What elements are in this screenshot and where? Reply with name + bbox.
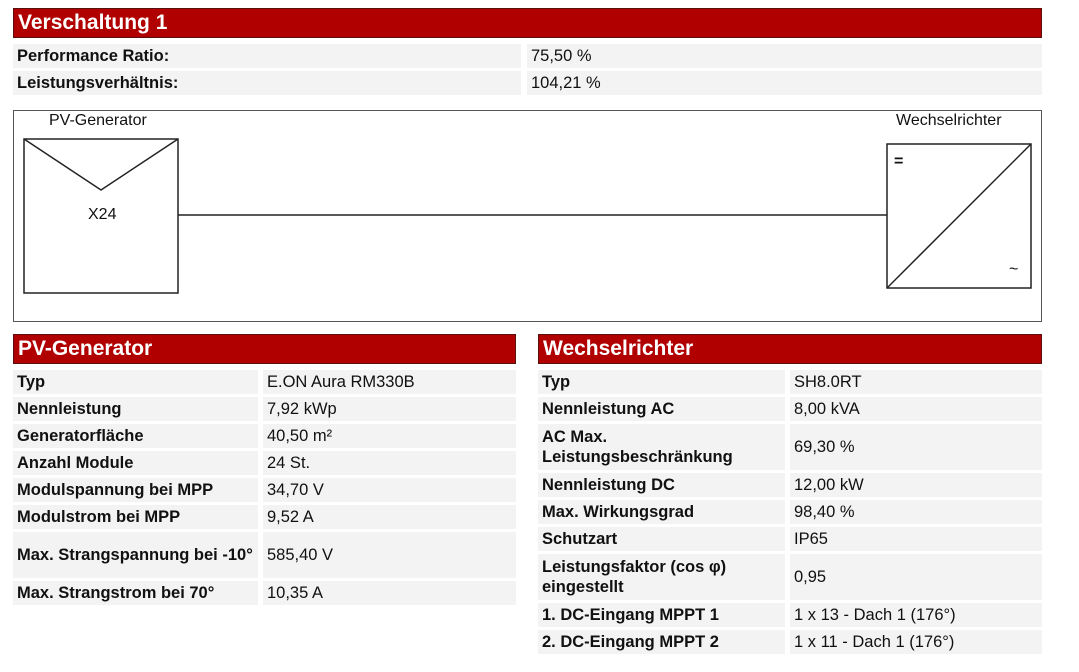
wiring-diagram: PV-Generator Wechselrichter X24 = ~ <box>13 110 1042 322</box>
row-value: 98,40 % <box>790 500 1042 524</box>
row-value: 24 St. <box>263 451 516 475</box>
pv-generator-triangle <box>23 138 179 191</box>
leistungsverhaeltnis-value: 104,21 % <box>527 71 1042 95</box>
inverter-title: Wechselrichter <box>538 334 1042 364</box>
performance-ratio-value: 75,50 % <box>527 44 1042 68</box>
row-value: 1 x 13 - Dach 1 (176°) <box>790 603 1042 627</box>
row-label: Typ <box>13 370 258 394</box>
row-value: 10,35 A <box>263 581 516 605</box>
row-value: 69,30 % <box>790 424 1042 470</box>
row-value: IP65 <box>790 527 1042 551</box>
row-label: Max. Wirkungsgrad <box>538 500 785 524</box>
row-value: 7,92 kWp <box>263 397 516 421</box>
row-value: 1 x 11 - Dach 1 (176°) <box>790 630 1042 654</box>
ac-symbol: ~ <box>1009 261 1019 278</box>
row-label: Modulspannung bei MPP <box>13 478 258 502</box>
inverter-label: Wechselrichter <box>896 112 1002 129</box>
row-label: Generatorfläche <box>13 424 258 448</box>
row-label: 2. DC-Eingang MPPT 2 <box>538 630 785 654</box>
inverter-diagonal <box>886 143 1032 289</box>
row-label: 1. DC-Eingang MPPT 1 <box>538 603 785 627</box>
row-label: Modulstrom bei MPP <box>13 505 258 529</box>
row-label: Schutzart <box>538 527 785 551</box>
row-label: Nennleistung AC <box>538 397 785 421</box>
row-value: 8,00 kVA <box>790 397 1042 421</box>
row-label: Nennleistung DC <box>538 473 785 497</box>
row-label: Nennleistung <box>13 397 258 421</box>
row-value: 585,40 V <box>263 532 516 578</box>
leistungsverhaeltnis-label: Leistungsverhältnis: <box>13 71 521 95</box>
row-value: 9,52 A <box>263 505 516 529</box>
pv-generator-symbol <box>23 138 179 294</box>
pv-generator-title: PV-Generator <box>13 334 516 364</box>
generator-label: PV-Generator <box>49 112 147 129</box>
inverter-symbol <box>886 143 1032 289</box>
section-title: Verschaltung 1 <box>13 8 1042 38</box>
row-label: Max. Strangspannung bei -10° <box>13 532 258 578</box>
row-value: 0,95 <box>790 554 1042 600</box>
dc-symbol: = <box>894 153 904 170</box>
diagram-graphics <box>23 138 1032 294</box>
row-value: 34,70 V <box>263 478 516 502</box>
row-label: Typ <box>538 370 785 394</box>
row-label: AC Max. Leistungsbeschränkung <box>538 424 785 470</box>
row-label: Max. Strangstrom bei 70° <box>13 581 258 605</box>
module-count: X24 <box>88 206 117 223</box>
row-label: Anzahl Module <box>13 451 258 475</box>
row-value: SH8.0RT <box>790 370 1042 394</box>
performance-ratio-label: Performance Ratio: <box>13 44 521 68</box>
row-value: E.ON Aura RM330B <box>263 370 516 394</box>
row-label: Leistungsfaktor (cos φ) eingestellt <box>538 554 785 600</box>
row-value: 12,00 kW <box>790 473 1042 497</box>
row-value: 40,50 m² <box>263 424 516 448</box>
